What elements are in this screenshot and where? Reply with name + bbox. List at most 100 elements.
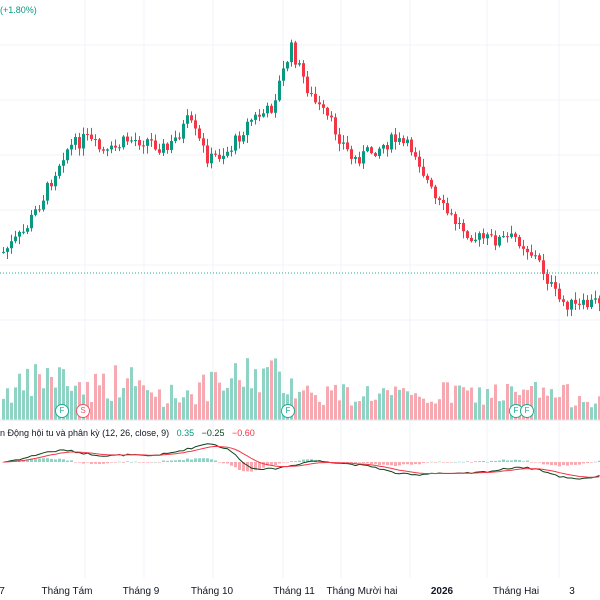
macd-hist-bar — [386, 462, 389, 465]
candle — [302, 63, 305, 77]
signal-line — [3, 445, 600, 478]
candle — [142, 145, 145, 147]
candle — [350, 149, 353, 159]
macd-hist-bar — [530, 462, 533, 463]
macd-hist-bar — [410, 462, 413, 465]
price-change-percent: (+1.80%) — [0, 5, 37, 15]
macd-hist-bar — [342, 462, 345, 463]
event-marker[interactable]: F — [281, 404, 295, 418]
time-axis[interactable]: 7 Tháng Tám Tháng 9 Tháng 10 Tháng 11 Th… — [0, 578, 600, 600]
event-marker[interactable]: F — [520, 404, 534, 418]
event-marker[interactable]: S — [76, 404, 90, 418]
candle — [250, 119, 253, 122]
candle — [122, 136, 125, 148]
volume-bar — [482, 404, 485, 420]
candle — [390, 134, 393, 150]
candle — [574, 299, 577, 304]
candle — [506, 236, 509, 238]
macd-hist-bar — [570, 462, 573, 465]
candle — [570, 299, 573, 310]
macd-hist-bar — [118, 461, 121, 463]
macd-hist-bar — [566, 462, 569, 466]
volume-bar — [122, 387, 125, 420]
time-label: Tháng Mười hai — [326, 586, 398, 597]
candle — [430, 179, 433, 187]
candle — [30, 214, 33, 229]
macd-hist-bar — [294, 461, 297, 462]
volume-bar — [262, 368, 265, 420]
candle — [438, 198, 441, 200]
macd-hist-bar — [290, 461, 293, 462]
candle — [102, 149, 105, 151]
time-label: 7 — [0, 586, 5, 597]
macd-hist-bar — [218, 462, 221, 463]
macd-hist-bar — [238, 462, 241, 470]
volume-bar — [114, 365, 117, 420]
macd-hist-bar — [402, 462, 405, 465]
candle — [410, 139, 413, 153]
candle — [434, 186, 437, 199]
candle — [6, 248, 9, 252]
macd-hist-bar — [162, 460, 165, 462]
volume-bar — [342, 384, 345, 420]
macd-hist-bar — [546, 462, 549, 465]
macd-hist-bar — [490, 460, 493, 462]
candle — [202, 138, 205, 146]
macd-hist-bar — [554, 462, 557, 466]
macd-hist-bar — [390, 462, 393, 466]
volume-bar — [134, 386, 137, 420]
macd-hist-bar — [382, 462, 385, 465]
macd-hist-bar — [442, 462, 445, 463]
macd-hist-bar — [558, 462, 561, 467]
candle — [326, 107, 329, 116]
candle — [62, 160, 65, 166]
volume-bar — [466, 390, 469, 420]
volume-bar — [294, 398, 297, 420]
macd-hist-bar — [598, 460, 600, 462]
candle — [546, 273, 549, 284]
candle — [462, 222, 465, 232]
chart-canvas[interactable] — [0, 0, 600, 578]
macd-hist-bar — [346, 462, 349, 463]
macd-hist-bar — [438, 461, 441, 463]
candle — [230, 150, 233, 152]
candle — [162, 143, 165, 153]
candle — [470, 237, 473, 242]
macd-legend[interactable]: n Động hội tu và phân kỳ (12, 26, close,… — [0, 428, 260, 438]
volume-bar — [98, 385, 101, 420]
candle — [206, 145, 209, 164]
macd-hist-bar — [234, 462, 237, 468]
time-label: Tháng Hai — [492, 586, 540, 597]
macd-hist-bar — [286, 462, 289, 463]
volume-bar — [50, 376, 53, 420]
candle — [318, 102, 321, 105]
candle — [426, 175, 429, 180]
macd-hist-bar — [114, 462, 117, 463]
volume-bar — [310, 392, 313, 420]
volume-bar — [130, 367, 133, 420]
macd-hist-bar — [254, 462, 257, 471]
volume-bar — [330, 390, 333, 420]
event-marker[interactable]: F — [55, 404, 69, 418]
macd-hist-bar — [210, 459, 213, 462]
candle — [418, 156, 421, 167]
volume-bar — [202, 374, 205, 420]
macd-hist-bar — [498, 460, 501, 462]
volume-bar — [42, 388, 45, 420]
candle — [106, 149, 109, 151]
volume-bar — [94, 373, 97, 420]
candle — [502, 236, 505, 238]
volume-bar — [154, 396, 157, 420]
macd-hist-bar — [86, 462, 89, 463]
macd-hist-bar — [270, 462, 273, 465]
chart-grid — [0, 0, 600, 578]
volume-bar — [210, 371, 213, 420]
volume-bar — [146, 390, 149, 420]
volume-bar — [546, 395, 549, 420]
volume-bar — [486, 388, 489, 420]
volume-bar — [58, 367, 61, 420]
macd-hist-bar — [190, 459, 193, 462]
volume-bar — [54, 387, 57, 420]
candle — [294, 42, 297, 65]
